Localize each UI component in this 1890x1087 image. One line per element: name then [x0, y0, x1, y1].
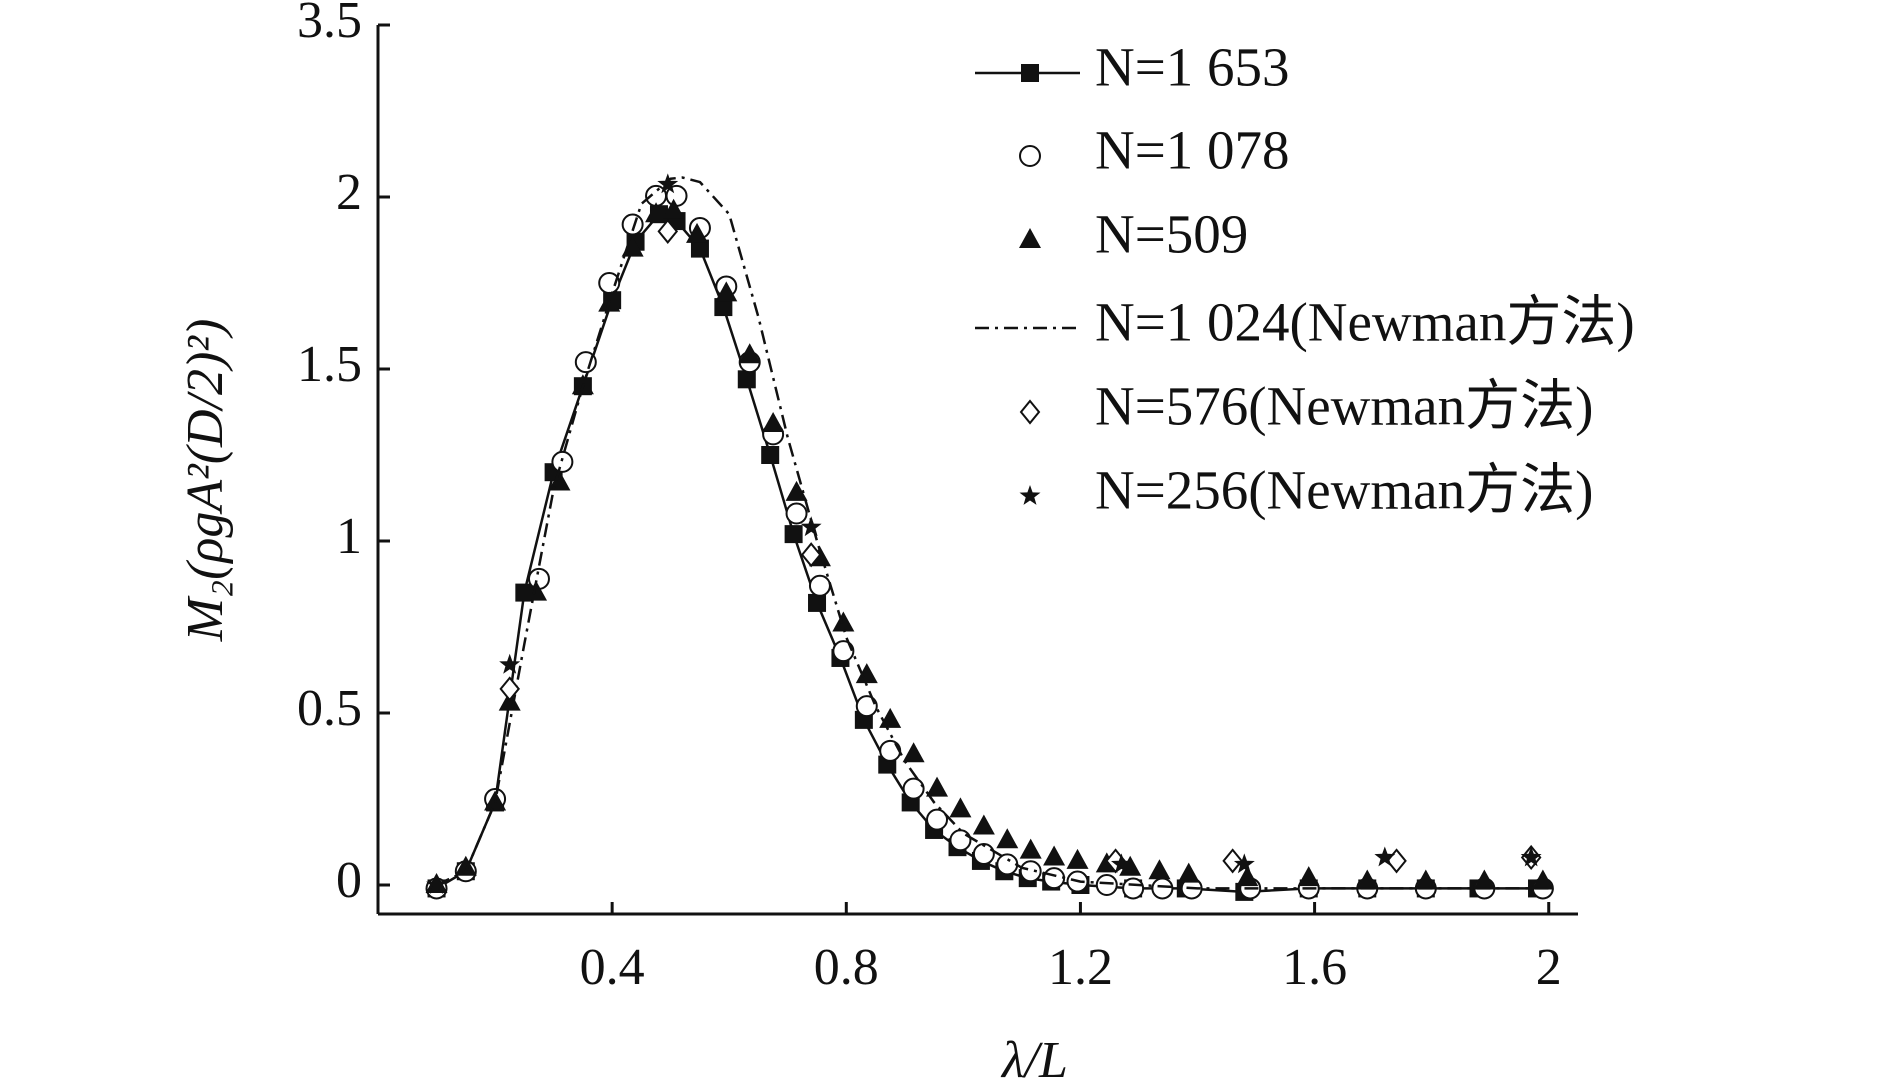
legend-label: N=256(Newman方法): [1095, 460, 1593, 521]
marker-triangle: [1356, 869, 1379, 890]
x-tick-label: 0.8: [814, 939, 879, 996]
marker-triangle: [1177, 862, 1200, 883]
marker-triangle: [762, 412, 785, 433]
marker-diamond: [1386, 848, 1407, 874]
marker-square: [784, 525, 803, 544]
marker-star: [1374, 846, 1396, 867]
marker-triangle: [686, 222, 709, 243]
legend-marker: [1019, 485, 1041, 505]
marker-circle: [1043, 867, 1066, 890]
legend-label: N=509: [1095, 204, 1248, 265]
marker-triangle: [902, 742, 925, 763]
marker-square: [714, 298, 733, 317]
marker-triangle: [785, 480, 808, 501]
marker-triangle: [525, 580, 548, 601]
marker-circle: [996, 853, 1019, 876]
marker-triangle: [1148, 859, 1171, 880]
marker-diamond: [499, 676, 520, 702]
marker-triangle: [662, 198, 685, 219]
marker-star: [1520, 846, 1542, 867]
marker-circle: [972, 843, 995, 866]
marker-triangle: [621, 236, 644, 257]
marker-star: [499, 653, 521, 674]
marker-star: [800, 516, 822, 537]
marker-triangle: [949, 797, 972, 818]
marker-square: [737, 370, 756, 389]
marker-triangle: [832, 611, 855, 632]
marker-triangle: [1297, 866, 1320, 887]
legend-label: N=576(Newman方法): [1095, 376, 1593, 437]
legend-marker: [1019, 228, 1041, 248]
y-tick-label: 1.5: [297, 336, 362, 393]
legend-marker: [1021, 64, 1039, 82]
x-tick-label: 1.2: [1048, 939, 1113, 996]
legend-label: N=1 653: [1095, 37, 1290, 98]
marker-circle: [902, 777, 925, 800]
marker-triangle: [548, 470, 571, 491]
x-tick-label: 0.4: [580, 939, 645, 996]
marker-circle: [1095, 874, 1118, 896]
marker-triangle: [1473, 869, 1496, 890]
marker-circle: [1122, 877, 1145, 900]
marker-triangle: [1019, 838, 1042, 859]
y-tick-label: 1: [336, 508, 362, 565]
marker-triangle: [1236, 866, 1259, 887]
legend-label: N=1 024(Newman方法): [1095, 292, 1635, 353]
marker-triangle: [855, 663, 878, 684]
marker-triangle: [1531, 869, 1554, 890]
legend-label: N=1 078: [1095, 120, 1290, 181]
marker-square: [808, 593, 827, 612]
series-line: [435, 176, 1549, 890]
marker-triangle: [715, 281, 738, 302]
marker-triangle: [1066, 848, 1089, 869]
marker-triangle: [645, 202, 668, 223]
y-tick-label: 0: [336, 852, 362, 909]
marker-triangle: [1414, 869, 1437, 890]
marker-circle: [785, 502, 808, 525]
marker-triangle: [454, 855, 477, 876]
marker-circle: [808, 574, 831, 597]
marker-star: [657, 173, 679, 194]
marker-circle: [832, 640, 855, 663]
marker-square: [761, 446, 780, 464]
marker-square: [690, 239, 709, 258]
marker-circle: [855, 695, 878, 718]
marker-circle: [1019, 860, 1042, 883]
marker-circle: [879, 739, 902, 762]
marker-circle: [949, 829, 972, 852]
marker-circle: [574, 351, 597, 374]
y-tick-label: 0.5: [297, 680, 362, 737]
y-axis-label: M₂(ρgA²(D/2)²): [177, 319, 234, 643]
marker-star: [1111, 853, 1132, 874]
x-axis-label: λ/L: [1000, 1032, 1068, 1087]
marker-triangle: [1043, 845, 1066, 866]
legend-marker: [1019, 145, 1041, 167]
marker-triangle: [926, 776, 949, 797]
marker-triangle: [972, 814, 995, 835]
marker-triangle: [996, 828, 1019, 849]
marker-circle: [551, 450, 574, 473]
x-tick-label: 2: [1536, 939, 1562, 996]
marker-diamond: [657, 218, 679, 244]
x-tick-label: 1.6: [1282, 939, 1347, 996]
marker-star: [1233, 853, 1255, 874]
marker-star: [426, 874, 447, 894]
marker-diamond: [800, 542, 822, 568]
y-tick-label: 3.5: [297, 0, 362, 49]
legend-marker: [1019, 399, 1041, 425]
marker-diamond: [1222, 848, 1243, 874]
marker-circle: [926, 808, 949, 831]
marker-triangle: [738, 343, 761, 364]
y-tick-label: 2: [336, 164, 362, 221]
marker-circle: [621, 213, 644, 236]
marker-circle: [1151, 877, 1174, 900]
